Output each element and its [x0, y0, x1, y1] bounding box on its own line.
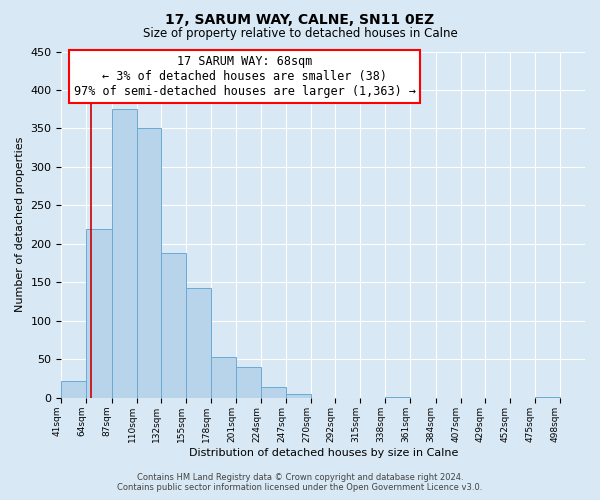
Text: Contains HM Land Registry data © Crown copyright and database right 2024.
Contai: Contains HM Land Registry data © Crown c…: [118, 473, 482, 492]
Bar: [286, 394, 311, 398]
Bar: [137, 128, 161, 398]
Y-axis label: Number of detached properties: Number of detached properties: [15, 137, 25, 312]
X-axis label: Distribution of detached houses by size in Calne: Distribution of detached houses by size …: [188, 448, 458, 458]
Bar: [385, 397, 410, 398]
Bar: [261, 387, 286, 398]
Bar: [112, 109, 137, 398]
Text: 17 SARUM WAY: 68sqm
← 3% of detached houses are smaller (38)
97% of semi-detache: 17 SARUM WAY: 68sqm ← 3% of detached hou…: [74, 55, 416, 98]
Bar: [535, 397, 560, 398]
Bar: [186, 288, 211, 398]
Text: Size of property relative to detached houses in Calne: Size of property relative to detached ho…: [143, 28, 457, 40]
Bar: [211, 357, 236, 398]
Text: 17, SARUM WAY, CALNE, SN11 0EZ: 17, SARUM WAY, CALNE, SN11 0EZ: [166, 12, 434, 26]
Bar: [61, 381, 86, 398]
Bar: [161, 253, 186, 398]
Bar: [86, 228, 112, 398]
Bar: [236, 367, 261, 398]
